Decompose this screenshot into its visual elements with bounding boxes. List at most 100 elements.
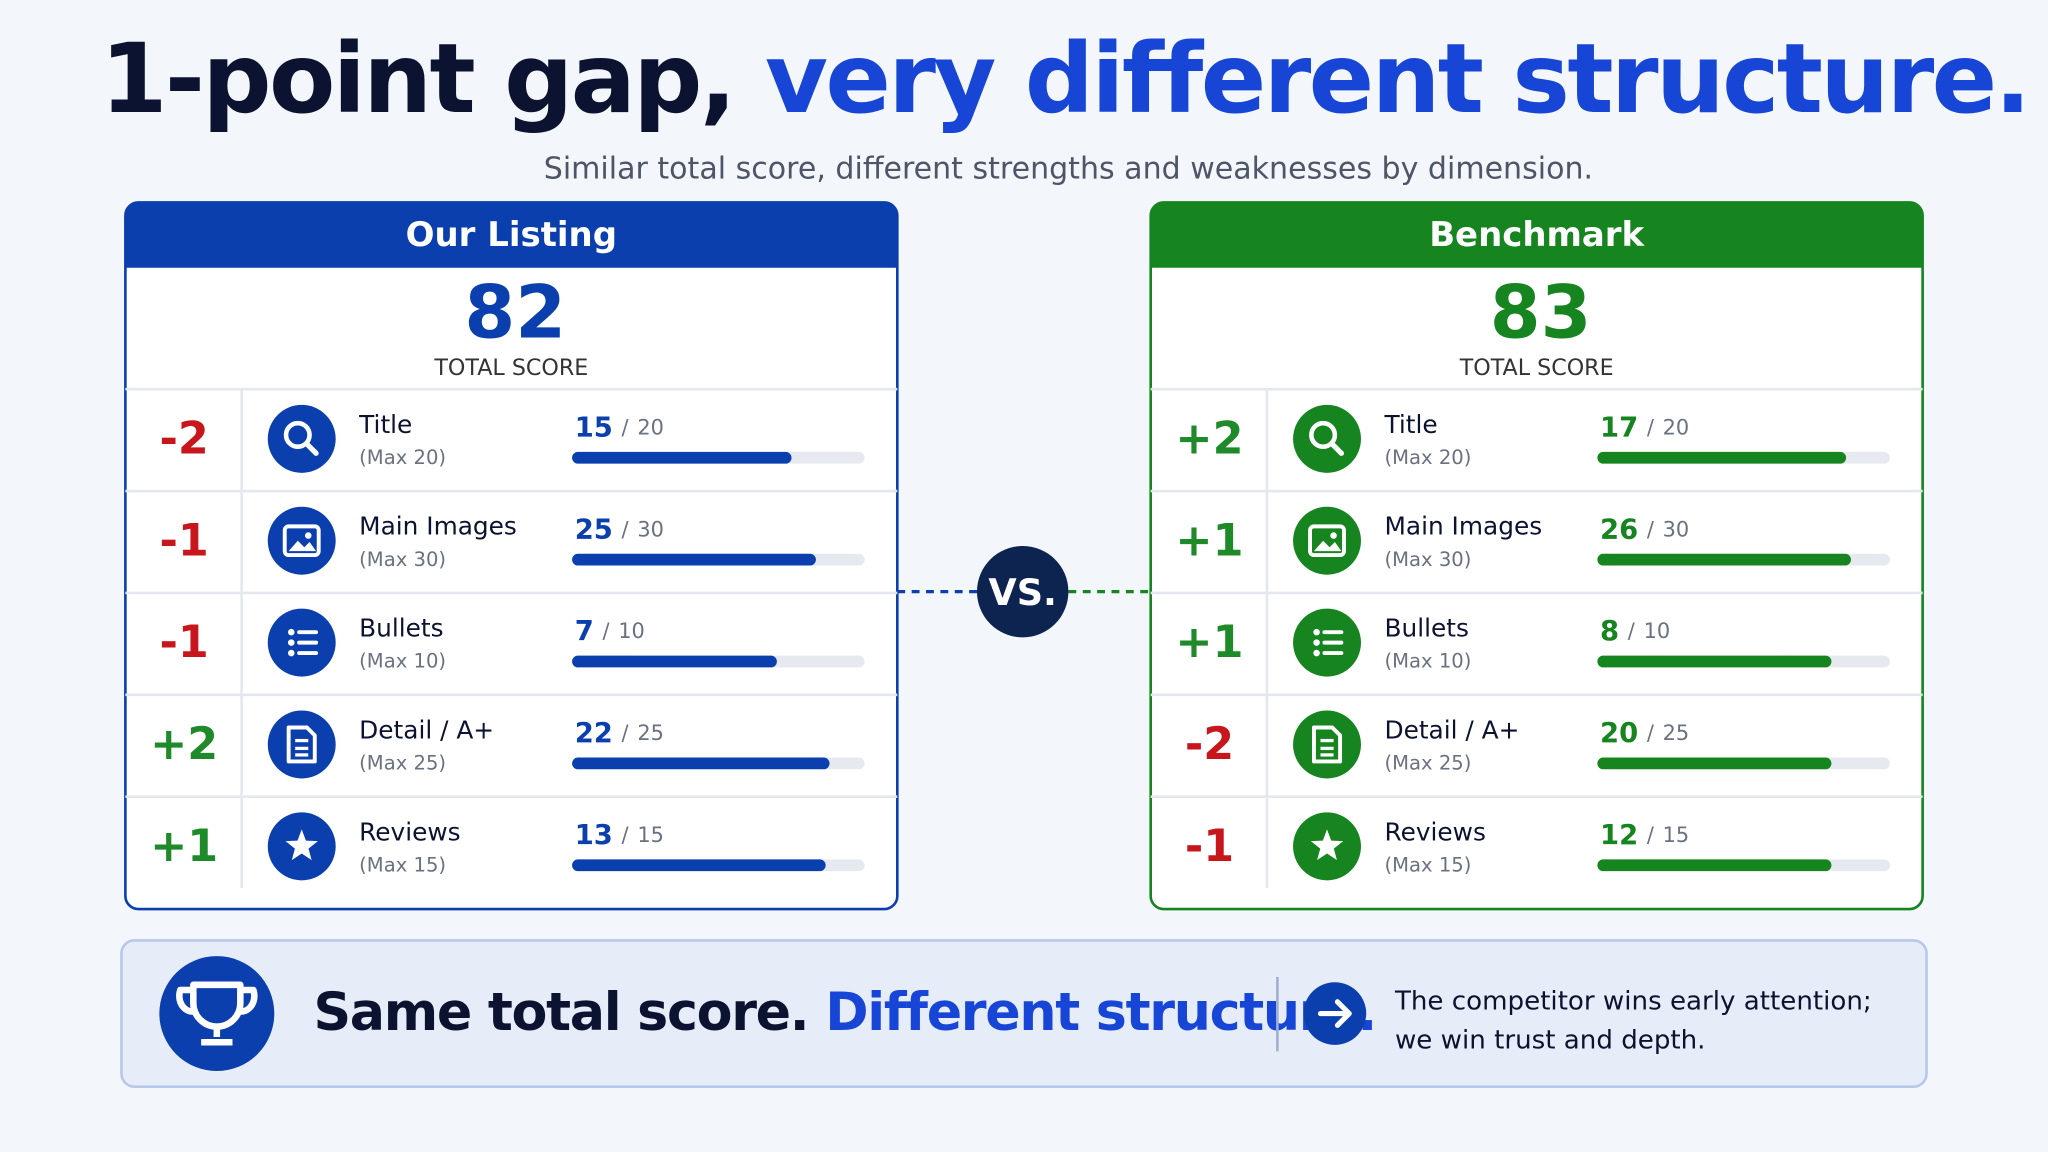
icon-shape [1330,532,1337,539]
score: 15 [575,412,613,443]
score-text: 12 / 15 [1600,819,1689,850]
icon-shape [285,829,318,861]
icon-shape [288,628,295,636]
icon-shape [1329,441,1344,456]
dimension-label: Reviews [359,817,460,846]
total-score: 82 [464,270,566,355]
delta: +2 [150,719,218,770]
icon-shape [1311,725,1343,764]
trophy-icon [176,981,258,1046]
max: 15 [637,823,664,847]
delta: +2 [1175,413,1243,464]
score: 25 [575,514,613,545]
card-title: Benchmark [1429,215,1645,255]
delta: +1 [150,821,218,872]
max-note: (Max 20) [1384,446,1471,469]
max-note: (Max 15) [359,853,446,876]
bar [1597,451,1847,464]
max-note: (Max 20) [359,446,446,469]
icon-shape [1313,540,1342,552]
vs-label: VS. [988,571,1057,614]
icon-shape [304,532,312,539]
card-title: Our Listing [406,215,617,255]
dimension-label: Bullets [359,614,443,643]
bar [572,553,816,566]
max-note: (Max 25) [359,752,446,775]
separator: / [1647,823,1655,847]
dimension-label: Detail / A+ [359,715,494,744]
footer-note: we win trust and depth. [1395,1025,1706,1055]
max: 25 [637,721,664,745]
score: 8 [1600,616,1619,647]
score-text: 15 / 20 [575,412,664,443]
score-text: 25 / 30 [575,514,664,545]
trophy-badge [159,956,275,1072]
max-note: (Max 10) [1384,650,1471,673]
icon-badge [267,710,336,779]
footer-note: The competitor wins early attention; [1394,986,1872,1016]
vs-badge [976,545,1069,638]
max: 10 [618,619,645,643]
icon-shape [288,639,295,646]
max-note: (Max 15) [1384,853,1471,876]
icon-shape [1313,649,1320,657]
delta: +1 [1175,617,1243,668]
icon-badge [1293,506,1361,575]
separator: / [622,721,630,745]
icon-badge [267,506,336,575]
max: 10 [1644,619,1671,643]
separator: / [602,619,610,643]
icon-shape [288,540,317,552]
dimension-label: Main Images [1384,512,1542,541]
bar [572,859,826,872]
score: 7 [575,616,594,647]
headline-part: Different structure. [825,983,1376,1043]
title-part: very different structure. [765,23,2029,136]
icon-shape [283,420,312,449]
delta: -1 [160,515,209,566]
max: 30 [637,517,664,541]
separator: / [1647,415,1655,439]
max: 25 [1663,721,1690,745]
icon-badge [1293,710,1361,779]
max-note: (Max 25) [1384,752,1471,775]
bar [1597,757,1832,770]
score: 12 [1600,819,1638,850]
separator: / [1647,721,1655,745]
max-note: (Max 30) [359,548,446,571]
separator: / [1628,619,1636,643]
bar [572,451,792,464]
bar [572,757,830,770]
footer-headline: Same total score. Different structure. [313,983,1375,1043]
score-text: 17 / 20 [1600,412,1689,443]
score: 22 [575,718,613,749]
bar [572,655,777,668]
total-label: TOTAL SCORE [433,355,588,381]
score: 13 [575,819,613,850]
separator: / [1647,517,1655,541]
total-label: TOTAL SCORE [1459,355,1614,381]
icon-shape [304,441,319,456]
bar [1597,553,1851,566]
score-text: 8 / 10 [1600,616,1670,647]
max: 20 [1663,415,1690,439]
card-header [1150,202,1923,268]
title: 1-point gap, very different structure. [100,23,2028,136]
title-part: 1-point gap, [100,23,734,136]
footer-box [120,939,1928,1088]
score-text: 7 / 10 [575,616,645,647]
icon-shape [1310,829,1344,861]
dimension-label: Bullets [1384,614,1468,643]
icon-shape [282,524,321,558]
icon-shape [1313,639,1320,646]
max-note: (Max 10) [359,650,446,673]
icon-badge [267,404,336,473]
footer: Same total score. Different structure. T… [120,939,1928,1088]
delta: +1 [1175,515,1243,566]
dimension-label: Title [1383,410,1437,439]
bar [1597,655,1832,668]
dimension-label: Title [358,410,412,439]
